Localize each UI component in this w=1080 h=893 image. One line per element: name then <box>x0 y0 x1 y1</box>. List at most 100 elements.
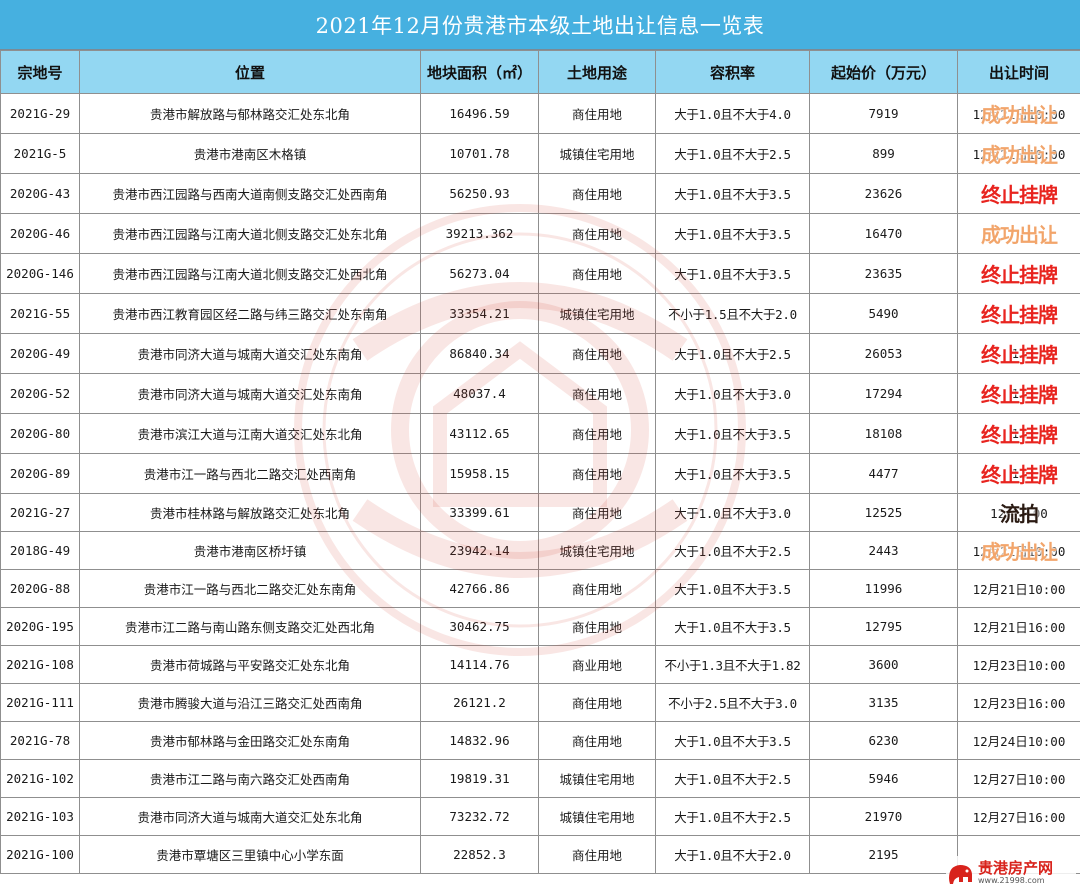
cell-use: 商住用地 <box>538 373 656 414</box>
cell-time: 12 终止挂牌 <box>957 453 1080 494</box>
cell-time: 12月21日10:00 成功出让 <box>957 93 1080 134</box>
cell-far: 大于1.0且不大于3.0 <box>655 373 810 414</box>
cell-price: 17294 <box>809 373 958 414</box>
cell-far: 大于1.0且不大于3.5 <box>655 413 810 454</box>
table-row: 2020G-80 贵港市滨江大道与江南大道交汇处东北角 43112.65 商住用地 大于… <box>0 413 1080 454</box>
cell-area: 19819.31 <box>420 759 539 798</box>
elephant-logo-icon <box>949 865 972 884</box>
cell-area: 14832.96 <box>420 721 539 760</box>
cell-time: 12月21日10:00 <box>957 569 1080 608</box>
cell-location: 贵港市同济大道与城南大道交汇处东南角 <box>79 333 421 374</box>
cell-time: 12月27日16:00 <box>957 797 1080 836</box>
logo-name: 贵港房产网 <box>978 859 1054 877</box>
cell-id: 2021G-55 <box>0 293 80 334</box>
cell-price: 899 <box>809 133 958 174</box>
cell-area: 56273.04 <box>420 253 539 294</box>
cell-far: 大于1.0且不大于2.5 <box>655 531 810 570</box>
cell-far: 不小于2.5且不大于3.0 <box>655 683 810 722</box>
cell-id: 2021G-100 <box>0 835 80 874</box>
cell-price: 11996 <box>809 569 958 608</box>
cell-use: 商住用地 <box>538 413 656 454</box>
time-text: 12月21日16:00 <box>972 620 1066 635</box>
cell-id: 2020G-49 <box>0 333 80 374</box>
cell-far: 大于1.0且不大于3.5 <box>655 173 810 214</box>
cell-area: 10701.78 <box>420 133 539 174</box>
cell-id: 2021G-111 <box>0 683 80 722</box>
cell-use: 商住用地 <box>538 569 656 608</box>
cell-id: 2021G-103 <box>0 797 80 836</box>
cell-area: 73232.72 <box>420 797 539 836</box>
cell-price: 16470 <box>809 213 958 254</box>
cell-price: 18108 <box>809 413 958 454</box>
cell-area: 33399.61 <box>420 493 539 532</box>
cell-price: 12525 <box>809 493 958 532</box>
cell-location: 贵港市西江园路与西南大道南侧支路交汇处西南角 <box>79 173 421 214</box>
cell-use: 商住用地 <box>538 493 656 532</box>
cell-location: 贵港市港南区木格镇 <box>79 133 421 174</box>
cell-use: 商住用地 <box>538 721 656 760</box>
cell-id: 2020G-146 <box>0 253 80 294</box>
time-text: 12 <box>1011 466 1027 481</box>
time-text: 12 <box>1011 386 1027 401</box>
cell-area: 42766.86 <box>420 569 539 608</box>
cell-time: 12 终止挂牌 <box>957 373 1080 414</box>
cell-time: 12月27日10:00 <box>957 759 1080 798</box>
cell-price: 5490 <box>809 293 958 334</box>
table-row: 2021G-103 贵港市同济大道与城南大道交汇处东北角 73232.72 城镇住宅用… <box>0 797 1080 836</box>
cell-far: 大于1.0且不大于2.5 <box>655 333 810 374</box>
cell-area: 14114.76 <box>420 645 539 684</box>
cell-area: 15958.15 <box>420 453 539 494</box>
cell-area: 16496.59 <box>420 93 539 134</box>
cell-area: 48037.4 <box>420 373 539 414</box>
cell-location: 贵港市港南区桥圩镇 <box>79 531 421 570</box>
cell-id: 2021G-102 <box>0 759 80 798</box>
cell-location: 贵港市郁林路与金田路交汇处东南角 <box>79 721 421 760</box>
cell-far: 大于1.0且不大于3.5 <box>655 453 810 494</box>
status-stamp: 终止挂牌 <box>981 302 1058 327</box>
cell-id: 2020G-52 <box>0 373 80 414</box>
table-row: 2021G-78 贵港市郁林路与金田路交汇处东南角 14832.96 商住用地 大于1.… <box>0 721 1080 760</box>
header-location: 位置 <box>79 50 421 94</box>
cell-time: 12 终止挂牌 <box>957 333 1080 374</box>
cell-location: 贵港市西江园路与江南大道北侧支路交汇处东北角 <box>79 213 421 254</box>
cell-id: 2020G-195 <box>0 607 80 646</box>
table-row: 2021G-100 贵港市覃塘区三里镇中心小学东面 22852.3 商住用地 大于1.0… <box>0 835 1080 874</box>
table-body: 2021G-29 贵港市解放路与郁林路交汇处东北角 16496.59 商住用地 大于1.… <box>0 93 1080 874</box>
time-text: 12月27日10:00 <box>972 772 1066 787</box>
cell-use: 商住用地 <box>538 607 656 646</box>
cell-location: 贵港市滨江大道与江南大道交汇处东北角 <box>79 413 421 454</box>
table-row: 2021G-27 贵港市桂林路与解放路交汇处东北角 33399.61 商住用地 大于1.… <box>0 493 1080 532</box>
table-row: 2020G-52 贵港市同济大道与城南大道交汇处东南角 48037.4 商住用地 大于1… <box>0 373 1080 414</box>
cell-price: 7919 <box>809 93 958 134</box>
cell-area: 26121.2 <box>420 683 539 722</box>
cell-area: 39213.362 <box>420 213 539 254</box>
time-text: 12月23日16:00 <box>972 696 1066 711</box>
cell-time: 12月23日10:00 <box>957 645 1080 684</box>
cell-price: 2443 <box>809 531 958 570</box>
cell-time: 12月23日16:00 <box>957 683 1080 722</box>
table-row: 2020G-89 贵港市江一路与西北二路交汇处西南角 15958.15 商住用地 大于1… <box>0 453 1080 494</box>
table-row: 2021G-102 贵港市江二路与南六路交汇处西南角 19819.31 城镇住宅用地大… <box>0 759 1080 798</box>
cell-far: 大于1.0且不大于2.5 <box>655 133 810 174</box>
cell-far: 大于1.0且不大于3.0 <box>655 493 810 532</box>
header-row: 宗地号 位置 地块面积（㎡） 土地用途 容积率 起始价（万元） 出让时间 <box>0 50 1080 94</box>
cell-area: 86840.34 <box>420 333 539 374</box>
cell-id: 2020G-43 <box>0 173 80 214</box>
cell-use: 商住用地 <box>538 213 656 254</box>
cell-far: 不小于1.5且不大于2.0 <box>655 293 810 334</box>
status-stamp: 终止挂牌 <box>981 262 1058 287</box>
cell-time: 终止挂牌 <box>957 173 1080 214</box>
cell-time: 终止挂牌 <box>957 253 1080 294</box>
cell-area: 56250.93 <box>420 173 539 214</box>
table-row: 2021G-108 贵港市荷城路与平安路交汇处东北角 14114.76 商业用地 不小于… <box>0 645 1080 684</box>
cell-use: 城镇住宅用地 <box>538 531 656 570</box>
cell-use: 商住用地 <box>538 835 656 874</box>
cell-location: 贵港市江二路与南六路交汇处西南角 <box>79 759 421 798</box>
cell-area: 22852.3 <box>420 835 539 874</box>
cell-id: 2021G-108 <box>0 645 80 684</box>
page-title: 2021年12月份贵港市本级土地出让信息一览表 <box>0 0 1080 50</box>
header-time: 出让时间 <box>957 50 1080 94</box>
cell-id: 2021G-78 <box>0 721 80 760</box>
status-stamp: 终止挂牌 <box>981 182 1058 207</box>
cell-price: 3600 <box>809 645 958 684</box>
